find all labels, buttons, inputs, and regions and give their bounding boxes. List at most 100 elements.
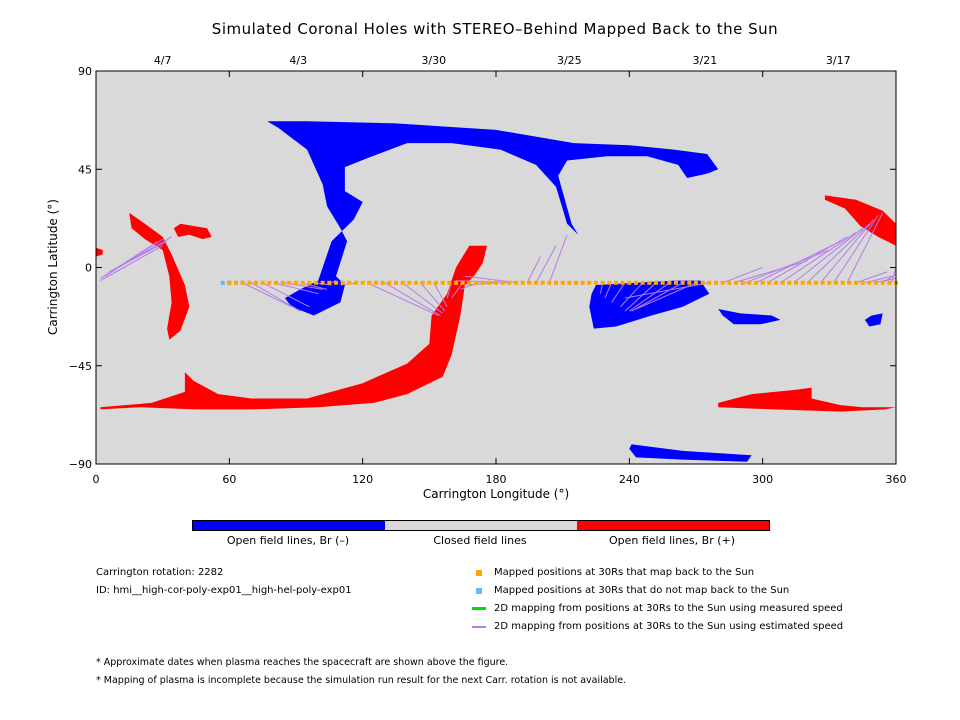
mapped-point-123 [367,280,372,285]
mapped-point-273 [700,280,705,285]
mapped-point-243 [634,280,638,285]
mapped-point-234 [614,280,618,285]
mapped-point-189 [514,280,518,285]
mapped-point-186 [507,280,512,285]
mapped-point-66 [240,280,245,285]
y-tick-label--90: −90 [69,458,92,471]
mapped-point-90 [294,280,298,285]
mapped-point-327 [820,280,825,285]
x-tick-label-120: 120 [352,473,373,486]
mapped-point-129 [380,280,385,285]
mapped-point-264 [680,280,685,285]
mapped-point-222 [587,280,592,285]
mapping-line-20 [446,282,453,299]
mapped-point-258 [667,280,672,285]
top-date-label-3-17: 3/17 [826,54,851,67]
colorbar-label-negative: Open field lines, Br (–) [226,534,350,547]
mapped-point-297 [754,280,758,285]
coronal-hole-positive-7 [96,247,103,257]
colorbar [192,520,770,531]
mapped-point-267 [687,280,692,285]
mapped-point-309 [780,280,785,285]
mapping-line-32 [620,282,644,308]
mapped-point-282 [720,280,725,285]
mapping-line-16 [384,282,441,316]
purple-line-icon [472,625,486,628]
mapped-point-228 [600,280,605,285]
mapping-line-45 [806,223,870,284]
mapped-point-120 [360,280,365,285]
mapped-point-117 [354,280,358,285]
mapped-point-102 [320,280,325,285]
mapped-point-333 [834,280,838,285]
mapped-point-171 [474,280,478,285]
mapped-point-81 [274,280,278,285]
mapped-point-321 [807,280,812,285]
coronal-hole-positive-10 [824,195,896,246]
mapped-point-354 [880,280,885,285]
mapped-point-342 [854,280,858,285]
mapped-point-312 [787,280,792,285]
mapped-point-174 [480,280,485,285]
mapped-point-96 [307,280,312,285]
mapped-point-132 [387,280,392,285]
carrington-rotation-text: Carrington rotation: 2282 [96,567,224,578]
mapped-point-198 [534,280,538,285]
mapped-point-348 [867,280,872,285]
mapping-line-39 [733,260,808,284]
x-tick-label-60: 60 [222,473,236,486]
top-date-label-3-21: 3/21 [693,54,718,67]
mapped-point-177 [487,280,492,285]
chart-svg: 0 60 120 180 240 300 360 90 45 0 −45 −90 4/7 4/3 3/30 3… [46,54,907,501]
mapping-line-44 [793,227,863,284]
mapping-line-21 [451,282,464,299]
mapped-point-159 [447,280,452,285]
mapped-point-135 [394,280,398,285]
mapping-line-10 [300,282,328,290]
coronal-hole-negative-4 [629,444,752,462]
mapped-point-294 [747,280,752,285]
x-tick-label-240: 240 [619,473,640,486]
mapped-point-261 [674,280,678,285]
mapping-line-46 [820,219,875,284]
legend-label-measured: 2D mapping from positions at 30Rs to the… [494,603,843,614]
mapped-point-270 [694,280,698,285]
colorbar-label-positive: Open field lines, Br (+) [608,534,736,547]
mapped-point-207 [554,280,558,285]
top-date-label-4-3: 4/3 [289,54,307,67]
top-date-label-4-7: 4/7 [154,54,172,67]
mapped-point-156 [440,280,445,285]
x-tick-label-180: 180 [486,473,507,486]
colorbar-closed [385,521,577,530]
mapped-point-231 [607,280,612,285]
mapping-line-6 [251,282,301,312]
mapped-point-279 [714,280,718,285]
mapped-point-162 [454,280,458,285]
mapped-point-336 [840,280,845,285]
mapped-point-291 [740,280,745,285]
mapping-line-0 [100,245,163,282]
colorbar-label-closed: Closed field lines [433,534,527,547]
mapped-point-204 [547,280,552,285]
top-date-label-3-25: 3/25 [557,54,582,67]
mapping-line-18 [420,282,446,312]
footnote-dates: * Approximate dates when plasma reaches … [96,657,509,668]
mapped-point-225 [594,280,598,285]
x-tick-label-300: 300 [752,473,773,486]
mapping-line-2 [104,238,163,277]
y-tick-label-90: 90 [78,65,92,78]
mapped-point-69 [247,280,252,285]
mapped-point-339 [847,280,852,285]
run-id-text: ID: hmi__high-cor-poly-exp01__high-hel-p… [96,585,352,596]
mapped-point-285 [727,280,732,285]
mapping-line-53 [891,267,897,283]
mapped-point-357 [887,280,892,285]
mapped-point-63 [234,280,238,285]
mapping-line-31 [611,282,626,303]
mapped-point-213 [567,280,572,285]
mapping-line-28 [548,234,568,283]
mapping-line-48 [846,212,884,284]
legend-label-estimated: 2D mapping from positions at 30Rs to the… [494,621,844,632]
unmapped-point-57 [220,280,225,285]
mapped-point-108 [334,280,338,285]
